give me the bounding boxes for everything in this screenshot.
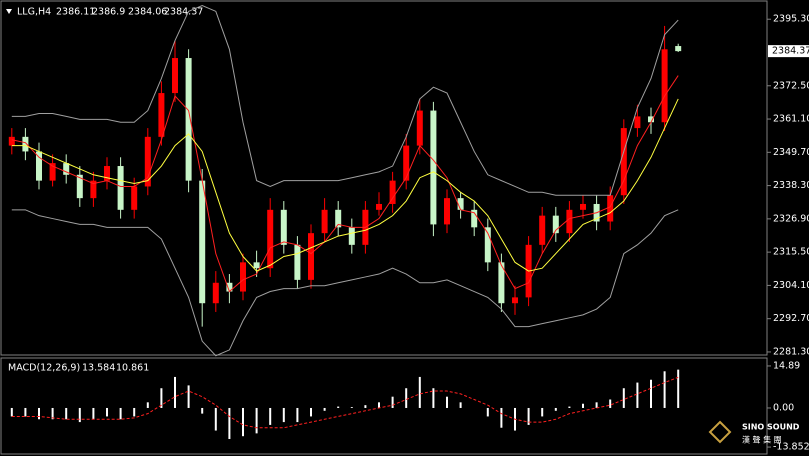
current-price: 2384.37	[772, 46, 809, 57]
y-tick-label: 2395.30	[773, 14, 809, 25]
y-tick-label: 2372.50	[773, 80, 809, 91]
ohlc-low: 2384.06	[128, 7, 167, 18]
candle-body	[36, 151, 42, 181]
y-tick-label: 2315.50	[773, 247, 809, 258]
candle-body	[131, 186, 138, 210]
candle-body	[294, 244, 301, 280]
candle-body	[253, 262, 260, 269]
chart-title: LLG,H4	[17, 7, 51, 18]
y-tick-label: 2361.10	[773, 114, 809, 125]
candle-body	[348, 227, 355, 245]
macd-frame	[0, 357, 768, 455]
y-tick-label: -13.852	[773, 442, 809, 453]
candle-body	[335, 209, 342, 228]
candle-body	[76, 174, 83, 199]
candle-body	[226, 282, 233, 292]
y-tick-label: 2349.70	[773, 147, 809, 158]
ohlc-close: 2384.37	[164, 7, 203, 18]
candle-body	[240, 262, 246, 292]
brand-subtitle: 漢 聲 集 團	[742, 435, 782, 445]
candle-body	[498, 262, 505, 304]
candle-body	[144, 136, 151, 187]
macd-signal	[11, 376, 679, 429]
candle-body	[471, 209, 478, 228]
candle-body	[389, 180, 396, 204]
candle-body	[308, 233, 314, 280]
candle-body	[607, 195, 614, 222]
candle-body	[199, 180, 206, 304]
candle-body	[661, 49, 668, 123]
y-tick-label: 2292.70	[773, 313, 809, 324]
candle-body	[580, 203, 586, 210]
candle-body	[512, 297, 518, 304]
macd-value: 13.584	[82, 363, 115, 374]
candle-body	[457, 198, 464, 210]
brand: SINO SOUND	[742, 423, 800, 432]
y-tick-label: 2304.10	[773, 280, 809, 291]
candle-body	[444, 198, 450, 225]
y-tick-label: 2338.30	[773, 180, 809, 191]
candle-body	[539, 215, 546, 245]
price-frame	[0, 0, 768, 356]
y-tick-label: 14.89	[773, 360, 800, 371]
candle-body	[634, 116, 641, 129]
candle-body	[321, 209, 328, 234]
candle-body	[8, 136, 15, 146]
ohlc-open: 2386.11	[56, 7, 95, 18]
candle-body	[104, 166, 110, 181]
indicator-line	[11, 4, 679, 196]
indicator-line	[11, 98, 679, 272]
macd-signal-value: 10.861	[116, 363, 149, 374]
y-tick-label: 2326.90	[773, 213, 809, 224]
y-tick-label: 2281.30	[773, 346, 809, 357]
candle-body	[212, 282, 219, 304]
macd-title: MACD(12,26,9)	[8, 363, 80, 374]
candle-body	[267, 209, 274, 269]
candle-body	[416, 110, 423, 146]
indicator-line	[11, 75, 679, 293]
candle-body	[648, 116, 654, 123]
candle-body	[552, 215, 559, 234]
y-tick-label: 0.00	[773, 402, 794, 413]
watermark: SINO SOUND 漢 聲 集 團	[708, 420, 800, 445]
candle-body	[376, 203, 382, 210]
candle-body	[49, 163, 56, 181]
candle-body	[172, 58, 178, 94]
price-label-box	[768, 45, 809, 58]
candle-body	[90, 180, 97, 199]
candle-body	[675, 46, 682, 52]
candle-body	[484, 227, 491, 263]
ohlc-high: 2386.9	[92, 7, 125, 18]
candle-body	[566, 209, 573, 234]
indicator-line	[11, 209, 679, 357]
candle-body	[430, 110, 437, 225]
menu-triangle	[6, 9, 12, 14]
candle-body	[63, 163, 70, 175]
candle-body	[117, 166, 124, 210]
candle-body	[158, 93, 165, 137]
candle-body	[22, 136, 29, 152]
candle-body	[280, 209, 287, 245]
candle-body	[620, 128, 627, 196]
logo	[708, 420, 732, 444]
candle-body	[403, 145, 410, 181]
candle-body	[185, 58, 192, 181]
